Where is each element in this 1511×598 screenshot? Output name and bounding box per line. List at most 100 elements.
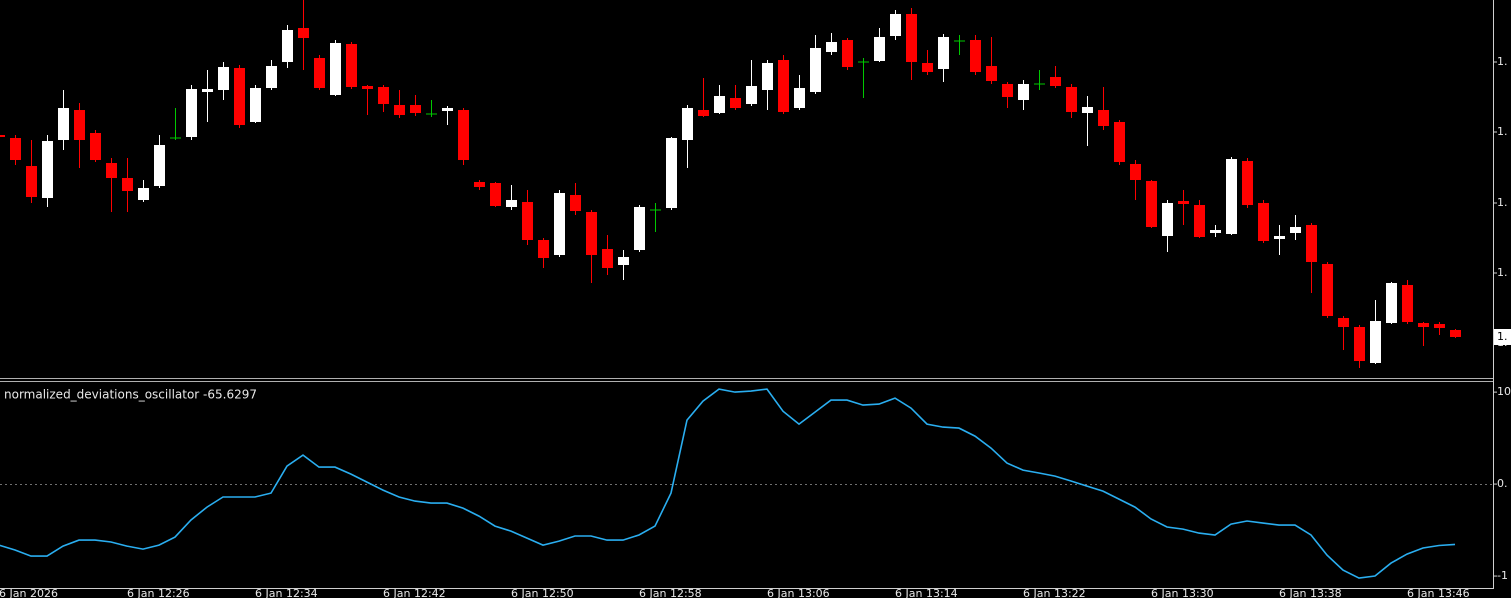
candle-body [362,86,373,89]
y-tick-label: 1. [1497,266,1508,279]
candle-body [1274,236,1285,239]
candle-body [842,40,853,67]
candle-body [906,14,917,62]
candle-body [938,37,949,69]
candle-body [282,30,293,62]
candle-body [698,110,709,116]
candle-body [1386,283,1397,323]
candle-body [1402,285,1413,322]
candle-body [1018,84,1029,100]
candle-body [458,110,469,160]
x-tick-label: 6 Jan 13:30 [1151,587,1214,598]
candle-body [250,88,261,122]
candle-body [1306,225,1317,262]
candle-body [1050,77,1061,86]
candle-body [1002,84,1013,97]
candle-body [1338,318,1349,327]
candle-body [1146,181,1157,227]
candle-body [922,63,933,72]
candle-body [74,110,85,140]
candle-body [138,188,149,200]
candle-body [154,145,165,186]
x-tick-label: 6 Jan 12:42 [383,587,446,598]
y-tick-label: 1. [1497,55,1508,68]
candle-body [1450,330,1461,337]
candle-body [986,66,997,81]
y-tick-label: 1. [1497,196,1508,209]
candle-body [506,200,517,207]
candle-body [554,193,565,255]
x-tick-label: 6 Jan 12:26 [127,587,190,598]
candle-body [1370,321,1381,363]
candle-body [330,43,341,95]
candle-body [10,138,21,160]
candle-body [634,207,645,250]
candle-body [618,257,629,265]
y-tick-label: 0. [1497,477,1508,490]
candle-body [1290,227,1301,233]
x-tick-label: 6 Jan 2026 [0,587,58,598]
candle-body [890,14,901,36]
x-tick-label: 6 Jan 12:34 [255,587,318,598]
candle-body [106,163,117,178]
x-tick-label: 6 Jan 13:14 [895,587,958,598]
last-price-box [1494,329,1511,345]
candle-body [874,37,885,61]
candle-body [970,40,981,72]
candle-body [1162,203,1173,236]
candle-body [810,48,821,92]
candle-body [522,202,533,240]
x-tick-label: 6 Jan 13:06 [767,587,830,598]
candle-body [1210,230,1221,233]
candle-body [186,89,197,137]
candle-body [26,166,37,197]
candle-body [746,86,757,104]
candle-body [346,44,357,87]
candle-body [1098,110,1109,126]
candle-body [298,28,309,38]
candle-body [378,87,389,104]
candle-body [1194,205,1205,237]
candle-body [570,195,581,211]
candle-body [474,182,485,187]
candle-body [666,138,677,208]
x-tick-label: 6 Jan 13:46 [1407,587,1470,598]
candle-body [202,89,213,92]
candle-body [1178,201,1189,204]
candle-body [42,141,53,198]
candle-body [794,88,805,108]
candle-body [602,249,613,268]
y-tick-label: -1 [1497,569,1508,582]
candle-body [442,108,453,111]
candle-body [218,67,229,90]
candle-body [1130,164,1141,180]
candle-body [1418,323,1429,327]
candle-body [826,42,837,52]
candle-body [682,108,693,140]
candle-body [90,133,101,160]
candle-body [490,183,501,206]
candle-body [0,135,5,137]
candle-body [122,178,133,191]
candle-body [1242,161,1253,205]
candle-body [1066,87,1077,112]
candle-body [314,58,325,88]
y-tick-label: 10 [1497,385,1511,398]
candle-body [1082,107,1093,113]
candle-body [234,68,245,125]
candle-body [266,66,277,88]
candle-body [762,63,773,90]
indicator-title: normalized_deviations_oscillator -65.629… [4,388,257,402]
x-tick-label: 6 Jan 12:58 [639,587,702,598]
candle-body [1226,159,1237,234]
candle-body [1322,264,1333,316]
candle-body [730,98,741,108]
x-tick-label: 6 Jan 12:50 [511,587,574,598]
y-tick-label: 1. [1497,125,1508,138]
candle-body [778,60,789,112]
candle-body [538,240,549,258]
candle-body [394,105,405,115]
last-price-label: 1. [1497,330,1508,343]
